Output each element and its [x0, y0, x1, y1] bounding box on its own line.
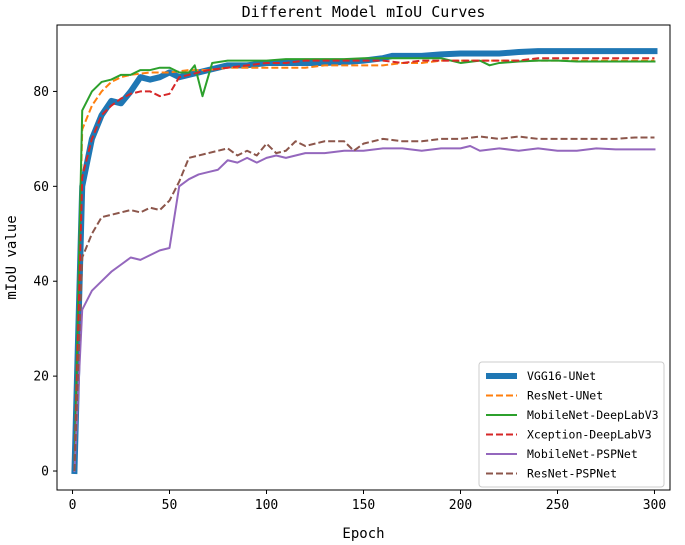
legend-label: Xception-DeepLabV3: [527, 428, 652, 442]
plot-content: [71, 48, 658, 475]
legend: VGG16-UNet ResNet-UNet MobileNet-DeepLabV3…: [478, 361, 665, 488]
y-tick-label: 0: [41, 465, 49, 480]
legend-label: ResNet-UNet: [527, 389, 603, 403]
x-tick-label: 100: [255, 498, 278, 513]
series-line-mobilenet-deeplabv3: [73, 57, 656, 473]
y-tick-label: 40: [33, 275, 49, 290]
x-tick-label: 200: [449, 498, 472, 513]
legend-label: MobileNet-PSPNet: [527, 447, 638, 461]
legend-label: MobileNet-DeepLabV3: [527, 408, 659, 422]
y-tick-label: 60: [33, 180, 49, 195]
legend-label: ResNet-PSPNet: [527, 467, 617, 481]
legend-box: [478, 361, 665, 488]
x-tick-label: 300: [643, 498, 666, 513]
y-tick-label: 20: [33, 370, 49, 385]
y-axis-label: mIoU value: [4, 215, 20, 299]
x-axis: 0 50 100 150 200 250 300: [69, 490, 666, 513]
series-line-vgg16-unet: [71, 48, 658, 475]
x-tick-label: 50: [162, 498, 178, 513]
series-line-mobilenet-pspnet: [73, 144, 656, 473]
x-tick-label: 0: [69, 498, 77, 513]
x-axis-label: Epoch: [342, 526, 384, 542]
y-tick-label: 80: [33, 85, 49, 100]
series-line-resnet-pspnet: [73, 135, 655, 472]
x-tick-label: 250: [546, 498, 569, 513]
series-line-xception-deeplabv3: [73, 57, 655, 472]
legend-label: VGG16-UNet: [527, 369, 596, 383]
chart-title: Different Model mIoU Curves: [242, 3, 486, 21]
y-axis: 0 20 40 60 80: [33, 85, 57, 480]
x-tick-label: 150: [352, 498, 375, 513]
